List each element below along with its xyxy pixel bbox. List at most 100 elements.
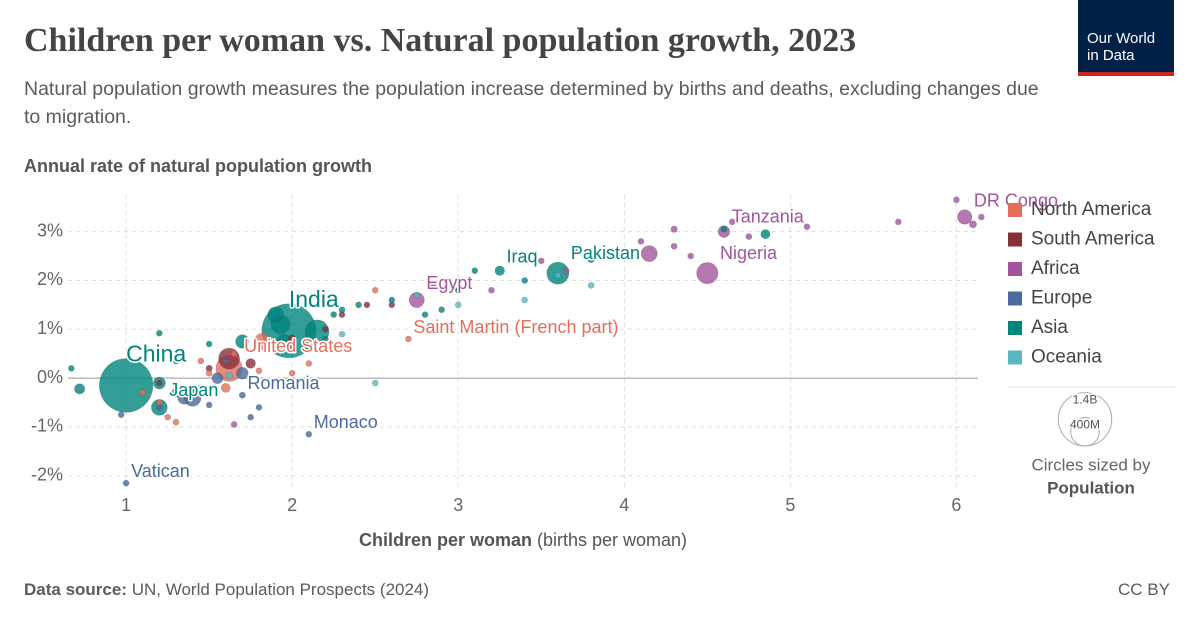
point <box>957 209 973 225</box>
legend-swatch <box>1008 350 1022 365</box>
point <box>720 225 728 233</box>
source-text: UN, World Population Prospects (2024) <box>131 580 430 599</box>
legend-swatch <box>1008 321 1022 335</box>
point <box>230 421 238 428</box>
point <box>67 365 75 372</box>
point <box>488 286 495 294</box>
point-label: Iraq <box>507 247 538 267</box>
point-label: DR Congo <box>974 191 1058 211</box>
point <box>74 383 86 395</box>
point <box>687 252 695 260</box>
legend-label: Oceania <box>1031 347 1102 368</box>
point <box>322 325 329 333</box>
point <box>977 213 985 221</box>
point <box>197 384 205 392</box>
legend-item[interactable]: South America <box>1008 229 1155 250</box>
x-tick-label: 5 <box>785 495 795 515</box>
point <box>537 257 545 265</box>
point <box>211 372 224 385</box>
subtitle: Natural population growth measures the p… <box>24 78 1039 128</box>
point <box>218 347 240 370</box>
legend-item[interactable]: Africa <box>1008 258 1080 279</box>
point <box>413 291 421 299</box>
legend-item[interactable]: Asia <box>1008 317 1068 338</box>
point <box>969 220 977 229</box>
y-tick-label: 1% <box>37 318 63 338</box>
point <box>197 357 205 365</box>
point-label: Monaco <box>314 412 378 432</box>
x-axis-title: Children per woman (births per woman) <box>359 530 687 550</box>
point <box>338 306 346 314</box>
y-tick-label: -1% <box>31 416 63 436</box>
point <box>164 413 171 421</box>
point <box>220 383 231 393</box>
point <box>696 262 719 285</box>
point <box>604 252 612 260</box>
point <box>171 388 181 398</box>
point <box>760 229 771 240</box>
x-tick-label: 1 <box>121 495 131 515</box>
logo[interactable]: Our World in Data <box>1078 0 1174 76</box>
point <box>587 281 595 289</box>
x-axis-title-unit: (births per woman) <box>537 530 687 550</box>
size-legend-label: 400M <box>1070 418 1100 432</box>
legend-item[interactable]: Europe <box>1008 288 1092 309</box>
legend-label: Africa <box>1031 258 1080 279</box>
point <box>586 253 596 263</box>
point <box>371 286 379 294</box>
point <box>205 369 213 377</box>
point <box>117 411 125 419</box>
legend-item[interactable]: North America <box>1008 199 1152 220</box>
size-legend-circle <box>1070 416 1100 447</box>
point <box>338 330 346 338</box>
point <box>953 196 960 204</box>
point <box>235 334 250 349</box>
point-label: Vatican <box>131 461 190 481</box>
point <box>637 238 645 245</box>
point <box>521 296 529 304</box>
point-label: Pakistan <box>571 243 640 263</box>
point <box>287 334 297 344</box>
point <box>322 335 329 343</box>
point <box>745 233 753 240</box>
x-tick-label: 2 <box>287 495 297 515</box>
point <box>554 272 562 279</box>
logo-text: Our World in Data <box>1087 30 1156 64</box>
point <box>205 340 213 348</box>
point <box>255 404 263 411</box>
point <box>288 369 296 377</box>
legend-swatch <box>1008 203 1022 217</box>
point <box>225 371 234 380</box>
title: Children per woman vs. Natural populatio… <box>24 22 857 59</box>
legend-item[interactable]: Oceania <box>1008 347 1102 368</box>
point <box>155 399 163 406</box>
legend-label: North America <box>1031 199 1152 220</box>
point-label: Japan <box>169 380 218 400</box>
point <box>803 223 811 231</box>
point <box>454 277 462 284</box>
y-axis-title: Annual rate of natural population growth <box>24 156 372 176</box>
point <box>894 218 902 226</box>
point <box>438 306 445 314</box>
point-label: Romania <box>247 373 320 393</box>
point <box>245 358 256 369</box>
point <box>471 267 479 275</box>
legend-swatch <box>1008 291 1022 306</box>
point-label: United States <box>244 336 352 356</box>
point-label: China <box>126 341 186 367</box>
point <box>562 267 570 275</box>
source-label: Data source: <box>24 580 127 599</box>
point <box>640 245 658 262</box>
point <box>521 277 529 284</box>
legend-swatch <box>1008 232 1022 247</box>
point <box>155 379 163 387</box>
point <box>305 360 313 367</box>
point <box>330 311 338 318</box>
y-tick-label: 0% <box>37 367 63 387</box>
point <box>454 301 462 309</box>
point <box>371 379 379 387</box>
point <box>388 296 396 304</box>
legend-label: South America <box>1031 229 1155 250</box>
